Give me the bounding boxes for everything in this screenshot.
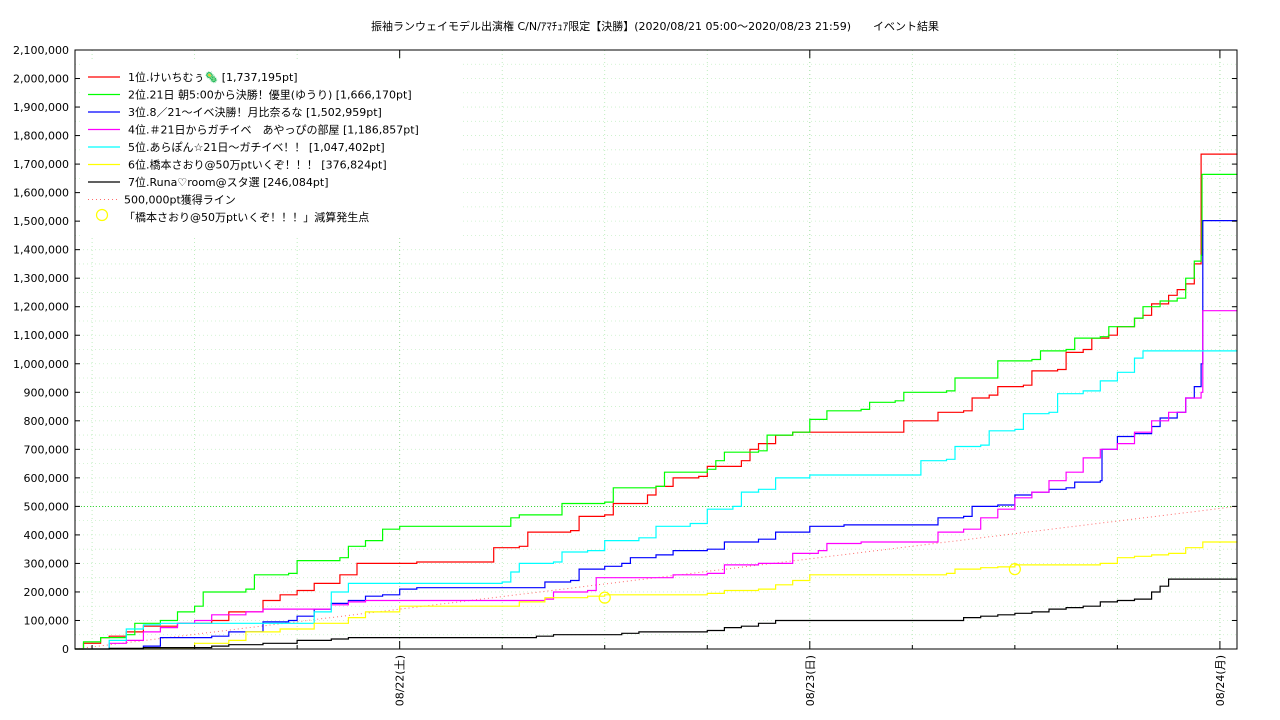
y-tick-label: 300,000 bbox=[24, 557, 70, 570]
legend-label: 6位.橋本さおり@50万ptいくぞ！！！ [376,824pt] bbox=[128, 158, 387, 172]
y-tick-label: 500,000 bbox=[24, 500, 70, 513]
y-tick-label: 400,000 bbox=[24, 529, 70, 542]
legend: 1位.けいちむぅ🦠 [1,737,195pt] 2位.21日 朝5:00から決勝！… bbox=[82, 62, 460, 238]
plot-frame bbox=[74, 49, 1238, 650]
series-line-4 bbox=[75, 310, 1238, 650]
y-tick-label: 1,100,000 bbox=[13, 329, 69, 342]
y-tick-label: 1,800,000 bbox=[13, 130, 69, 143]
y-tick-label: 1,400,000 bbox=[13, 244, 69, 257]
series-lines bbox=[75, 153, 1238, 650]
x-tick-label: 08/23(日) bbox=[804, 655, 817, 706]
series-line-6 bbox=[75, 541, 1238, 650]
y-tick-label: 2,100,000 bbox=[13, 44, 69, 57]
y-tick-label: 600,000 bbox=[24, 472, 70, 485]
y-tick-label: 700,000 bbox=[24, 443, 70, 456]
axes: 0 100,000 200,000 300,000 400,000 500,000 600,… bbox=[13, 44, 1237, 706]
y-tick-label: 200,000 bbox=[24, 586, 70, 599]
deduction-marker bbox=[1008, 563, 1021, 576]
legend-label: 3位.8／21〜イベ決勝！月比奈るな [1,502,959pt] bbox=[128, 105, 382, 119]
legend-box bbox=[82, 62, 460, 238]
x-tick-label: 08/22(土) bbox=[394, 655, 407, 706]
y-tick-label: 800,000 bbox=[24, 415, 70, 428]
y-tick-label: 0 bbox=[62, 643, 69, 656]
legend-label: 7位.Runa♡room@スタ選 [246,084pt] bbox=[128, 175, 329, 189]
y-tick-label: 900,000 bbox=[24, 386, 70, 399]
series-line-3 bbox=[75, 220, 1238, 650]
series-line-2 bbox=[75, 173, 1238, 650]
y-tick-label: 1,000,000 bbox=[13, 358, 69, 371]
legend-label: 5位.あらぽん☆21日〜ガチイベ！！ [1,047,402pt] bbox=[128, 140, 385, 154]
legend-swatch-marker bbox=[95, 208, 109, 222]
y-tick-label: 1,200,000 bbox=[13, 301, 69, 314]
legend-label: 2位.21日 朝5:00から決勝！優里(ゆうり) [1,666,170pt] bbox=[128, 88, 412, 102]
y-tick-label: 1,500,000 bbox=[13, 215, 69, 228]
y-tick-label: 100,000 bbox=[24, 614, 70, 627]
legend-label-ref: 500,000pt獲得ライン bbox=[124, 194, 236, 207]
legend-label: 1位.けいちむぅ🦠 [1,737,195pt] bbox=[128, 70, 298, 84]
deduction-marker bbox=[598, 591, 611, 604]
series-line-7 bbox=[75, 578, 1238, 650]
y-tick-label: 1,300,000 bbox=[13, 272, 69, 285]
chart-title: 振袖ランウェイモデル出演権 C/N/ｱﾏﾁｭｱ限定【決勝】(2020/08/21… bbox=[371, 19, 939, 33]
legend-label-marker: 「橋本さおり@50万ptいくぞ！！！」減算発生点 bbox=[124, 210, 369, 224]
chart-grid bbox=[75, 50, 1237, 649]
x-tick-label: 08/24(月) bbox=[1214, 655, 1227, 706]
y-tick-label: 1,700,000 bbox=[13, 158, 69, 171]
series-line-1 bbox=[75, 153, 1238, 650]
y-tick-label: 1,600,000 bbox=[13, 187, 69, 200]
series-line-5 bbox=[75, 350, 1238, 650]
legend-label: 4位.＃21日からガチイベ あやっぴの部屋 [1,186,857pt] bbox=[128, 123, 419, 137]
y-tick-label: 1,900,000 bbox=[13, 101, 69, 114]
event-markers bbox=[598, 563, 1021, 604]
y-tick-label: 2,000,000 bbox=[13, 73, 69, 86]
